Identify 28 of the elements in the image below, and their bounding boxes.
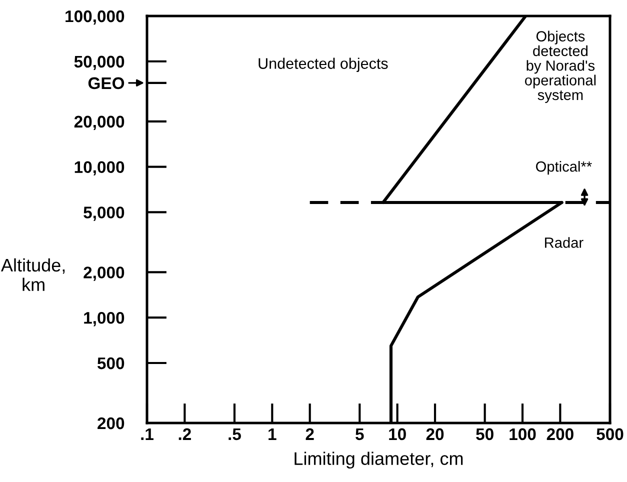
annotation: Optical** bbox=[536, 161, 592, 175]
x-axis-title: Limiting diameter, cm bbox=[294, 452, 463, 469]
y-axis-title: Altitude, km bbox=[0, 258, 65, 291]
y-tick-label: 2,000 bbox=[84, 266, 124, 281]
x-tick-label: 50 bbox=[476, 428, 494, 440]
y-tick-label: 1,000 bbox=[84, 312, 124, 326]
y-tick-label: 10,000 bbox=[74, 161, 124, 176]
y-tick-label: GEO bbox=[88, 77, 124, 90]
y-tick-label: 100,000 bbox=[66, 10, 124, 25]
x-tick-label: 200 bbox=[546, 428, 574, 440]
x-tick-label: 10 bbox=[389, 428, 406, 440]
x-tick-label: 20 bbox=[426, 428, 444, 440]
x-tick-label: .5 bbox=[228, 428, 241, 440]
x-tick-label: 100 bbox=[510, 428, 536, 440]
y-tick-label: 5,000 bbox=[84, 206, 124, 221]
annotation: Objects detected by Norad's operational system bbox=[524, 30, 596, 103]
annotation: Radar bbox=[545, 237, 584, 248]
x-tick-label: 5 bbox=[356, 428, 364, 440]
y-tick-label: 200 bbox=[98, 417, 124, 430]
x-tick-label: .2 bbox=[178, 428, 191, 440]
x-tick-label: 1 bbox=[268, 428, 276, 440]
x-tick-label: 500 bbox=[596, 428, 624, 440]
y-tick-label: 50,000 bbox=[74, 56, 124, 70]
annotation: Undetected objects bbox=[258, 58, 388, 72]
x-tick-label: .1 bbox=[141, 428, 154, 440]
x-tick-label: 2 bbox=[306, 428, 314, 440]
y-tick-label: 20,000 bbox=[74, 116, 124, 130]
y-tick-label: 500 bbox=[97, 357, 124, 370]
